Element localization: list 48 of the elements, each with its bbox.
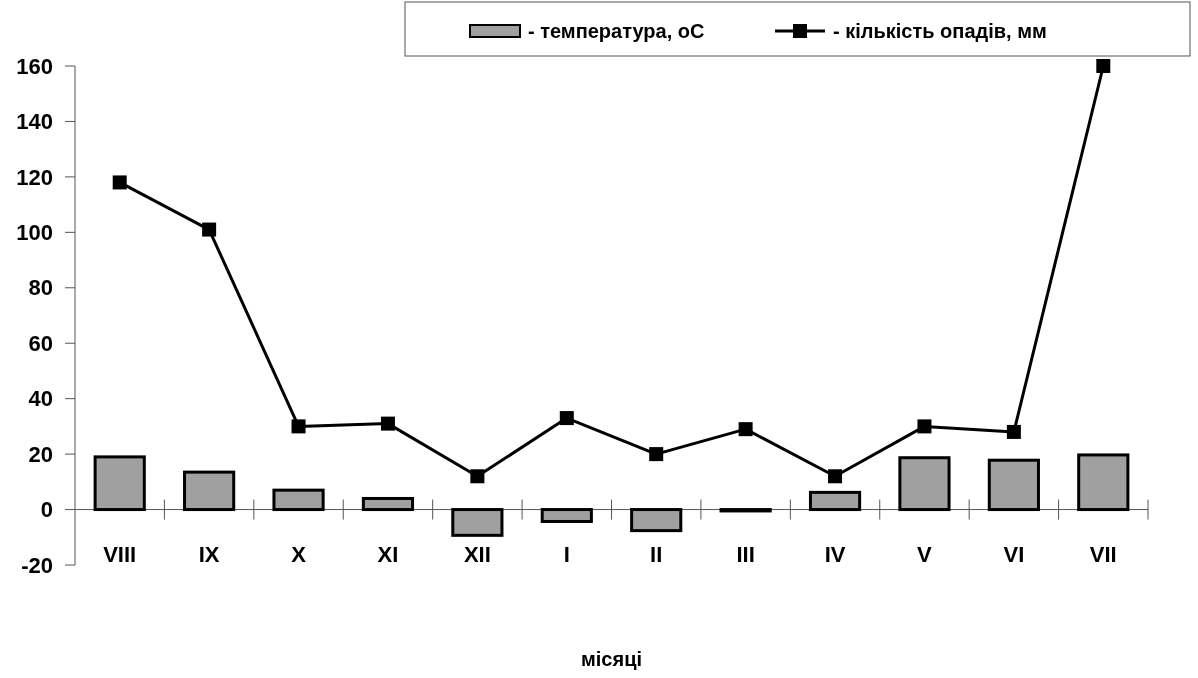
y-tick-label: 160 [16,53,53,79]
legend-label: - температура, оС [528,20,705,42]
bar [93,455,146,512]
bar [540,508,593,523]
point [917,419,932,434]
point [559,411,574,426]
x-tick-label: V [917,541,933,567]
x-tick-label: IX [198,541,220,567]
x-tick-label: IV [824,541,846,567]
bar [630,508,683,533]
x-tick-label: VII [1089,541,1117,567]
y-tick-label: 60 [28,330,53,356]
bar [898,456,951,512]
y-tick-label: -20 [21,552,53,578]
point [828,469,843,484]
bar [361,496,415,512]
legend-label: - кількість опадів, мм [833,20,1047,42]
y-tick-label: 20 [28,441,53,467]
x-axis-title: місяці [581,648,642,670]
x-tick-label: XI [377,541,399,567]
point [1096,59,1111,73]
point [470,469,485,484]
x-tick-label: XII [463,541,491,567]
bar [1077,453,1130,512]
point [738,422,753,437]
bar [451,508,504,537]
x-tick-label: VIII [103,541,137,567]
point [380,416,395,431]
point [1006,424,1021,439]
y-tick-label: 0 [40,497,53,523]
bar [183,470,236,512]
x-tick-label: II [650,541,663,567]
y-tick-label: 120 [16,164,53,190]
bar [808,490,862,512]
point [202,222,217,237]
point [291,419,306,434]
bar [987,458,1040,512]
x-tick-label: VI [1003,541,1025,567]
bar [272,488,325,512]
y-tick-label: 100 [16,220,53,246]
x-tick-label: III [736,541,755,567]
point [649,447,664,462]
y-tick-label: 140 [16,109,53,135]
y-tick-label: 80 [28,275,53,301]
point [112,175,127,190]
x-tick-label: I [563,541,570,567]
y-tick-label: 40 [28,386,53,412]
x-tick-label: X [291,541,307,567]
